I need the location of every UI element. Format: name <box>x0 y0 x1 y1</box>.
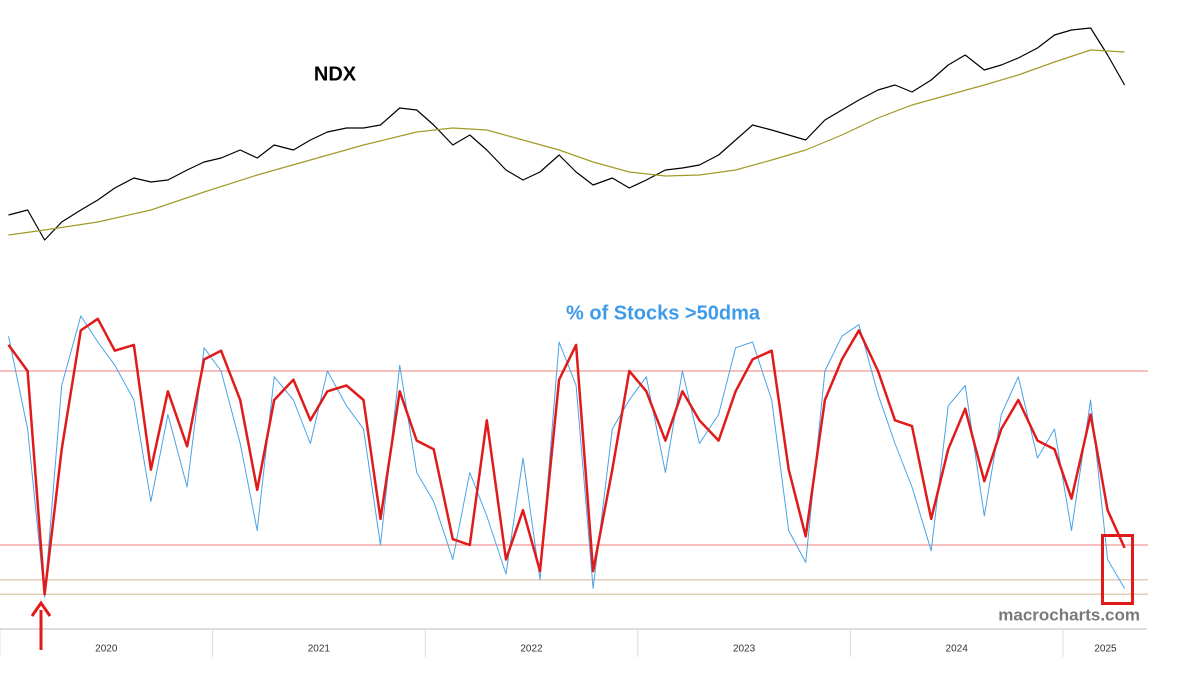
chart-title: NDX <box>314 63 357 85</box>
x-tick-label: 2023 <box>733 644 756 655</box>
x-tick-label: 2025 <box>1094 644 1117 655</box>
x-tick-label: 2020 <box>95 644 118 655</box>
highlight-box <box>1101 534 1134 605</box>
x-tick-label: 2022 <box>520 644 543 655</box>
arrow <box>30 600 52 650</box>
x-tick-label: 2021 <box>308 644 331 655</box>
x-tick-label: 2024 <box>946 644 969 655</box>
series-line <box>8 49 1125 236</box>
series-line <box>8 27 1126 241</box>
arrow-head <box>30 600 52 617</box>
chart-title: % of Stocks >50dma <box>566 302 761 324</box>
series-line <box>7 317 1126 596</box>
annotation: macrocharts.com <box>998 605 1140 624</box>
